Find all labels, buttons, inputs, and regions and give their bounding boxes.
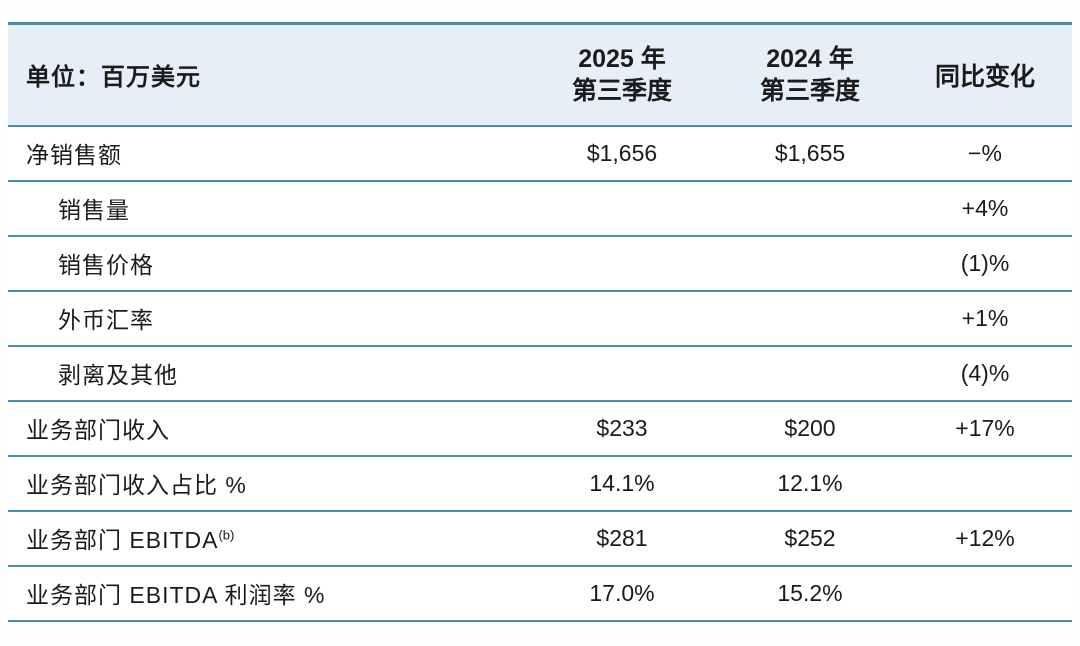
row-label: 净销售额 [26, 142, 122, 168]
value-q3-2025: $281 [596, 524, 648, 551]
row-label-cell: 净销售额 [8, 126, 522, 181]
value-yoy-change: +12% [955, 524, 1015, 551]
row-label-cell: 业务部门 EBITDA(b) [8, 511, 522, 566]
column-header-yoy-change: 同比变化 [898, 24, 1072, 126]
column-header-q3-2024: 2024 年 第三季度 [722, 24, 898, 126]
value-yoy-change [898, 566, 1072, 621]
row-label: 业务部门收入 [26, 417, 170, 443]
value-q3-2024: $252 [784, 524, 836, 551]
row-label: 销售价格 [58, 252, 154, 278]
table-row: 净销售额 $1,656 $1,655 −% [8, 125, 1072, 181]
unit-header-cell: 单位：百万美元 [8, 24, 522, 126]
table-row: 业务部门收入占比 % 14.1% 12.1% [8, 455, 1072, 511]
row-label: 业务部门 EBITDA [26, 527, 219, 553]
value-q3-2024 [722, 346, 898, 401]
row-label: 销售量 [58, 197, 130, 223]
value-q3-2025 [522, 291, 722, 346]
row-label: 剥离及其他 [58, 362, 178, 388]
value-q3-2024 [722, 236, 898, 291]
table-row: 剥离及其他 (4)% [8, 345, 1072, 401]
value-q3-2025: $233 [596, 414, 648, 441]
value-q3-2024: 15.2% [777, 579, 843, 606]
value-yoy-change: +17% [955, 414, 1015, 441]
value-q3-2025 [522, 236, 722, 291]
table-row: 业务部门收入 $233 $200 +17% [8, 400, 1072, 456]
table-body: 净销售额 $1,656 $1,655 −% 销售量 +4% 销售价格 (1)% 外币汇率 +1% 剥… [8, 125, 1072, 621]
row-label-cell: 业务部门 EBITDA 利润率 % [8, 566, 522, 621]
value-yoy-change: +4% [961, 194, 1009, 221]
value-yoy-change: −% [968, 139, 1002, 166]
segment-results-table: 单位：百万美元 2025 年 第三季度 2024 年 第三季度 同比变化 净销售… [8, 22, 1072, 622]
value-q3-2025: 17.0% [589, 579, 655, 606]
row-label-cell: 销售价格 [8, 236, 522, 291]
row-label-cell: 业务部门收入占比 % [8, 456, 522, 511]
unit-label: 单位：百万美元 [26, 64, 201, 92]
row-label: 业务部门收入占比 % [26, 472, 247, 498]
value-q3-2024: $200 [784, 414, 836, 441]
yoy-change-label: 同比变化 [934, 62, 1035, 91]
table-row: 销售量 +4% [8, 180, 1072, 236]
row-label: 外币汇率 [58, 307, 154, 333]
row-label-cell: 销售量 [8, 181, 522, 236]
value-q3-2024 [722, 181, 898, 236]
table-header-row: 单位：百万美元 2025 年 第三季度 2024 年 第三季度 同比变化 [8, 23, 1072, 126]
row-label-cell: 外币汇率 [8, 291, 522, 346]
value-q3-2025: 14.1% [589, 469, 655, 496]
value-yoy-change: +1% [961, 304, 1009, 331]
value-q3-2025: $1,656 [586, 139, 658, 166]
q3-2024-year: 2024 年 [766, 44, 854, 73]
table-row: 业务部门 EBITDA(b) $281 $252 +12% [8, 510, 1072, 566]
row-label-cell: 业务部门收入 [8, 401, 522, 456]
q3-2025-year: 2025 年 [578, 44, 666, 73]
value-yoy-change: (4)% [960, 359, 1010, 386]
footnote-marker: (b) [218, 527, 235, 543]
value-yoy-change [898, 456, 1072, 511]
value-yoy-change: (1)% [960, 249, 1010, 276]
row-label-cell: 剥离及其他 [8, 346, 522, 401]
q3-2025-quarter: 第三季度 [571, 76, 672, 105]
table-row: 外币汇率 +1% [8, 290, 1072, 346]
value-q3-2024 [722, 291, 898, 346]
q3-2024-quarter: 第三季度 [759, 76, 860, 105]
column-header-q3-2025: 2025 年 第三季度 [522, 24, 722, 126]
table-row: 销售价格 (1)% [8, 235, 1072, 291]
table-row: 业务部门 EBITDA 利润率 % 17.0% 15.2% [8, 565, 1072, 621]
value-q3-2025 [522, 346, 722, 401]
value-q3-2025 [522, 181, 722, 236]
value-q3-2024: 12.1% [777, 469, 843, 496]
row-label: 业务部门 EBITDA 利润率 % [26, 582, 326, 608]
value-q3-2024: $1,655 [774, 139, 846, 166]
